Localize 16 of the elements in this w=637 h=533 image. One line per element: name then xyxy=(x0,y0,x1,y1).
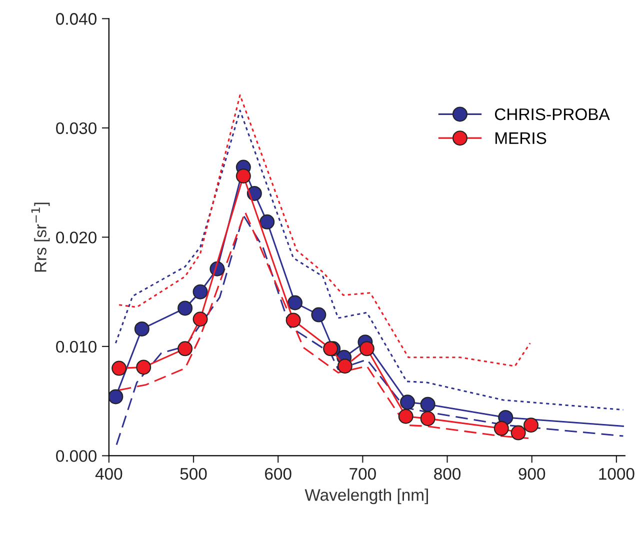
y-tick-label: 0.000 xyxy=(56,450,96,462)
x-axis-title: Wavelength [nm] xyxy=(304,488,428,504)
x-tick-label: 700 xyxy=(350,468,376,480)
y-tick-label: 0.020 xyxy=(56,232,96,244)
x-tick-label: 800 xyxy=(434,468,461,480)
y-tick-label: 0.030 xyxy=(56,122,96,134)
y-axis-title: Rrs [sr$^{−1}$] xyxy=(31,202,50,272)
y-tick-label: 0.010 xyxy=(56,340,96,353)
x-tick-label: 1000 xyxy=(599,468,634,480)
x-tick-label: 600 xyxy=(265,468,292,480)
x-tick-label: 500 xyxy=(180,468,207,480)
legend-label: MERIS xyxy=(496,132,546,144)
legend-label: CHRIS-PROBA xyxy=(494,108,610,120)
x-tick-label: 400 xyxy=(95,468,122,480)
y-tick-label: 0.040 xyxy=(56,13,96,25)
x-tick-label: 900 xyxy=(518,468,546,480)
